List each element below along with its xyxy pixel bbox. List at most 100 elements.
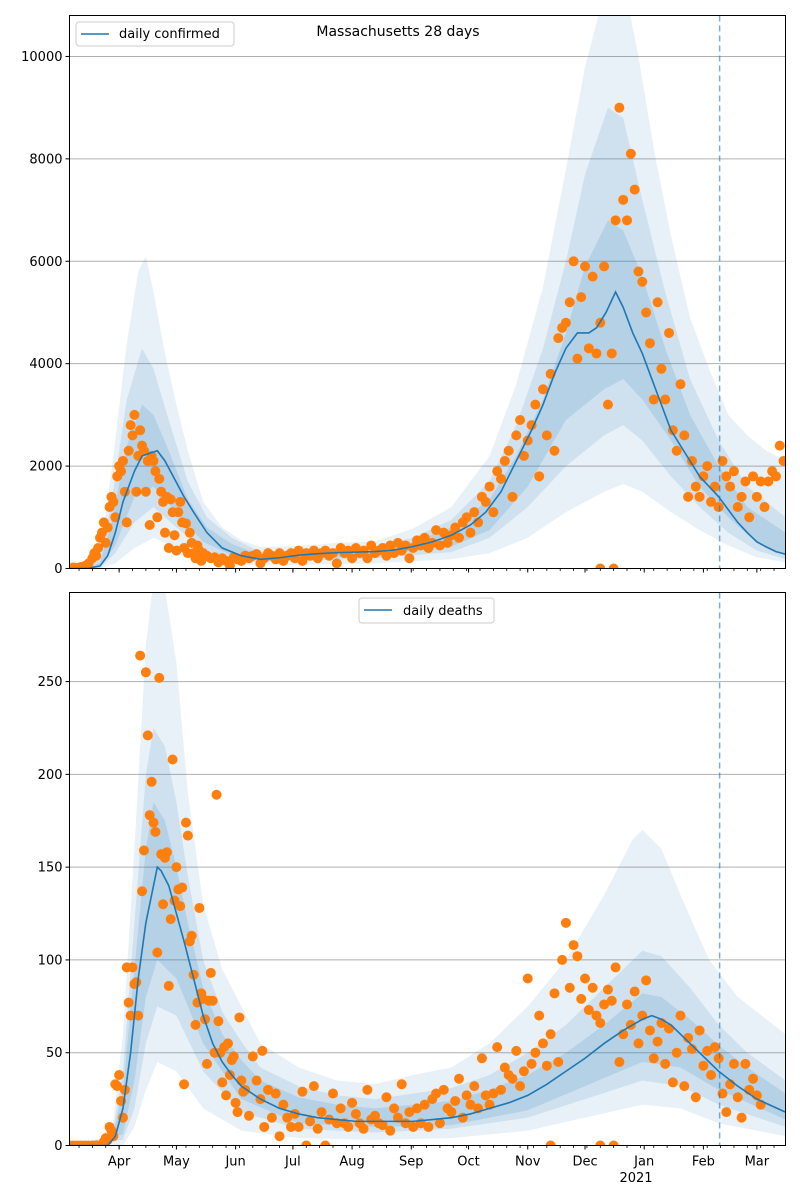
- deaths-data-point: [152, 947, 163, 958]
- deaths-data-point: [492, 1042, 503, 1053]
- deaths-data-point: [278, 1099, 289, 1110]
- deaths-data-point: [135, 650, 146, 661]
- deaths-data-point: [232, 1107, 243, 1118]
- deaths-data-point: [182, 830, 193, 841]
- deaths-data-point: [408, 1121, 419, 1132]
- confirmed-data-point: [224, 560, 235, 569]
- deaths-data-point: [660, 1058, 671, 1069]
- confirmed-data-point: [102, 522, 113, 533]
- confirmed-data-point: [610, 215, 621, 226]
- deaths-data-point: [667, 1077, 678, 1088]
- deaths-data-point: [736, 1112, 747, 1123]
- confirmed-legend-label: daily confirmed: [119, 27, 220, 42]
- confirmed-data-point: [633, 266, 644, 277]
- confirmed-data-point: [163, 543, 174, 554]
- deaths-data-point: [702, 1045, 713, 1056]
- deaths-data-point: [476, 1053, 487, 1064]
- confirmed-data-point: [564, 297, 575, 308]
- deaths-data-point: [114, 1069, 125, 1080]
- deaths-data-point: [629, 986, 640, 997]
- confirmed-ytick-label: 10000: [21, 50, 62, 65]
- deaths-data-point: [211, 789, 222, 800]
- confirmed-data-point: [641, 307, 652, 318]
- confirmed-data-point: [274, 548, 285, 559]
- deaths-data-point: [259, 1121, 270, 1132]
- confirmed-data-point: [656, 363, 667, 374]
- confirmed-data-point: [606, 348, 617, 359]
- deaths-data-point: [557, 954, 568, 965]
- deaths-data-point: [644, 1025, 655, 1036]
- confirmed-uncertainty-band: [69, 107, 786, 569]
- confirmed-data-point: [759, 502, 770, 513]
- confirmed-data-point: [629, 184, 640, 195]
- deaths-data-point: [112, 1081, 123, 1092]
- xtick-label: Oct: [457, 1155, 479, 1170]
- confirmed-data-point: [572, 353, 583, 364]
- deaths-data-point: [564, 982, 575, 993]
- confirmed-data-point: [419, 532, 430, 543]
- confirmed-data-point: [618, 194, 629, 205]
- confirmed-data-point: [580, 261, 591, 272]
- deaths-data-point: [312, 1123, 323, 1134]
- deaths-ytick-label: 150: [38, 861, 63, 876]
- confirmed-data-point: [442, 537, 453, 548]
- deaths-data-point: [706, 1069, 717, 1080]
- deaths-data-point: [331, 1118, 342, 1129]
- confirmed-data-point: [165, 494, 176, 505]
- deaths-data-point: [188, 969, 199, 980]
- deaths-data-point: [633, 1038, 644, 1049]
- confirmed-data-point: [503, 445, 514, 456]
- deaths-data-point: [177, 882, 188, 893]
- deaths-data-point: [358, 1123, 369, 1134]
- confirmed-data-point: [484, 481, 495, 492]
- deaths-data-point: [572, 951, 583, 962]
- deaths-axes-frame: [69, 592, 786, 1146]
- confirmed-data-point: [541, 430, 552, 441]
- deaths-data-point: [228, 1051, 239, 1062]
- confirmed-data-point: [679, 430, 690, 441]
- confirmed-data-point: [732, 502, 743, 513]
- deaths-data-point: [274, 1131, 285, 1142]
- confirmed-data-point: [599, 261, 610, 272]
- confirmed-data-point: [125, 420, 136, 431]
- confirmed-data-point: [664, 327, 675, 338]
- confirmed-data-point: [366, 540, 377, 551]
- confirmed-data-point: [496, 473, 507, 484]
- confirmed-ytick-label: 4000: [29, 357, 62, 372]
- confirmed-data-point: [148, 455, 159, 466]
- deaths-data-point: [305, 1116, 316, 1127]
- deaths-data-point: [560, 917, 571, 928]
- deaths-data-point: [251, 1075, 262, 1086]
- confirmed-bands: [69, 15, 786, 569]
- confirmed-data-point: [184, 527, 195, 538]
- deaths-data-point: [465, 1099, 476, 1110]
- deaths-yticks: 0 50 100 150 200 250: [38, 675, 70, 1154]
- deaths-data-point: [327, 1088, 338, 1099]
- deaths-data-point: [194, 902, 205, 913]
- deaths-data-point: [171, 862, 182, 873]
- deaths-data-point: [580, 973, 591, 984]
- confirmed-data-point: [121, 517, 132, 528]
- confirmed-data-point: [694, 491, 705, 502]
- deaths-data-point: [377, 1120, 388, 1131]
- deaths-data-point: [553, 1056, 564, 1067]
- deaths-data-point: [740, 1058, 751, 1069]
- confirmed-data-point: [602, 399, 613, 410]
- deaths-data-point: [713, 1053, 724, 1064]
- deaths-data-point: [158, 899, 169, 910]
- confirmed-data-point: [751, 491, 762, 502]
- confirmed-data-point: [144, 519, 155, 530]
- confirmed-data-point: [434, 540, 445, 551]
- deaths-data-point: [595, 1140, 606, 1146]
- deaths-data-point: [224, 1069, 235, 1080]
- deaths-data-point: [545, 1029, 556, 1040]
- confirmed-data-point: [778, 455, 786, 466]
- deaths-data-point: [419, 1099, 430, 1110]
- deaths-data-point: [694, 1025, 705, 1036]
- deaths-data-point: [392, 1112, 403, 1123]
- confirmed-data-point: [728, 466, 739, 477]
- confirmed-data-point: [530, 399, 541, 410]
- confirmed-data-point: [675, 379, 686, 390]
- deaths-data-point: [541, 1060, 552, 1071]
